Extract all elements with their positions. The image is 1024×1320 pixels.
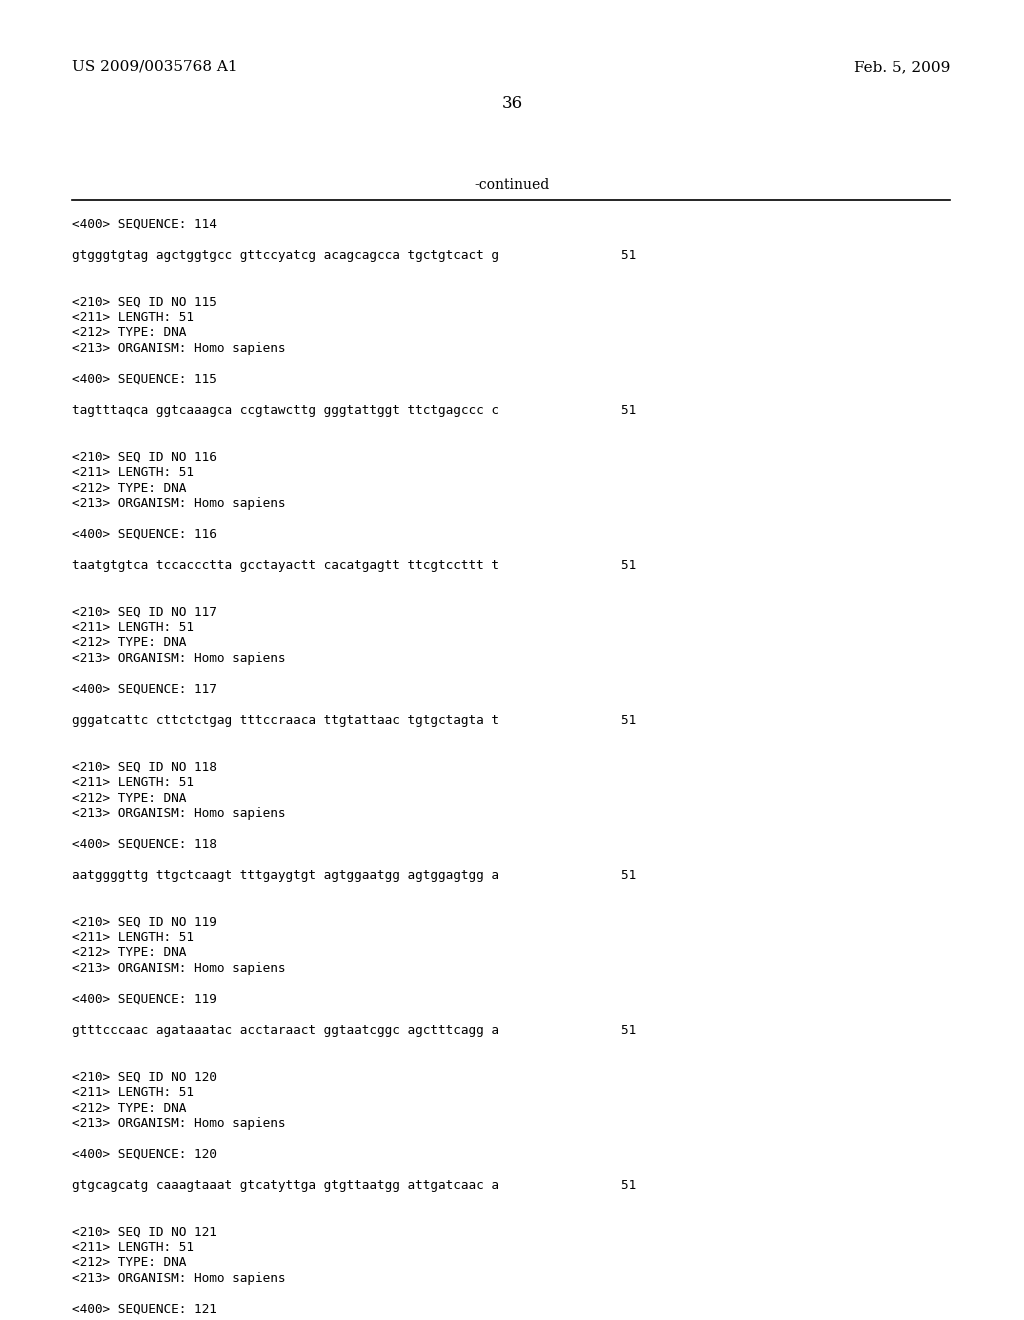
- Text: aatggggttg ttgctcaagt tttgaygtgt agtggaatgg agtggagtgg a                51: aatggggttg ttgctcaagt tttgaygtgt agtggaa…: [72, 869, 636, 882]
- Text: <211> LENGTH: 51: <211> LENGTH: 51: [72, 1241, 194, 1254]
- Text: <210> SEQ ID NO 118: <210> SEQ ID NO 118: [72, 760, 217, 774]
- Text: <400> SEQUENCE: 116: <400> SEQUENCE: 116: [72, 528, 217, 541]
- Text: <211> LENGTH: 51: <211> LENGTH: 51: [72, 776, 194, 789]
- Text: <213> ORGANISM: Homo sapiens: <213> ORGANISM: Homo sapiens: [72, 807, 286, 820]
- Text: -continued: -continued: [474, 178, 550, 191]
- Text: <213> ORGANISM: Homo sapiens: <213> ORGANISM: Homo sapiens: [72, 498, 286, 510]
- Text: <400> SEQUENCE: 121: <400> SEQUENCE: 121: [72, 1303, 217, 1316]
- Text: <210> SEQ ID NO 120: <210> SEQ ID NO 120: [72, 1071, 217, 1084]
- Text: US 2009/0035768 A1: US 2009/0035768 A1: [72, 59, 238, 74]
- Text: gtgggtgtag agctggtgcc gttccyatcg acagcagcca tgctgtcact g                51: gtgggtgtag agctggtgcc gttccyatcg acagcag…: [72, 249, 636, 261]
- Text: <211> LENGTH: 51: <211> LENGTH: 51: [72, 312, 194, 323]
- Text: <210> SEQ ID NO 115: <210> SEQ ID NO 115: [72, 296, 217, 309]
- Text: <210> SEQ ID NO 119: <210> SEQ ID NO 119: [72, 916, 217, 928]
- Text: <400> SEQUENCE: 114: <400> SEQUENCE: 114: [72, 218, 217, 231]
- Text: <211> LENGTH: 51: <211> LENGTH: 51: [72, 620, 194, 634]
- Text: <400> SEQUENCE: 119: <400> SEQUENCE: 119: [72, 993, 217, 1006]
- Text: <213> ORGANISM: Homo sapiens: <213> ORGANISM: Homo sapiens: [72, 342, 286, 355]
- Text: <212> TYPE: DNA: <212> TYPE: DNA: [72, 326, 186, 339]
- Text: <213> ORGANISM: Homo sapiens: <213> ORGANISM: Homo sapiens: [72, 1117, 286, 1130]
- Text: <400> SEQUENCE: 118: <400> SEQUENCE: 118: [72, 838, 217, 851]
- Text: <212> TYPE: DNA: <212> TYPE: DNA: [72, 1101, 186, 1114]
- Text: 36: 36: [502, 95, 522, 112]
- Text: <212> TYPE: DNA: <212> TYPE: DNA: [72, 482, 186, 495]
- Text: <211> LENGTH: 51: <211> LENGTH: 51: [72, 931, 194, 944]
- Text: <212> TYPE: DNA: <212> TYPE: DNA: [72, 1257, 186, 1270]
- Text: <211> LENGTH: 51: <211> LENGTH: 51: [72, 466, 194, 479]
- Text: gtttcccaac agataaatac acctaraact ggtaatcggc agctttcagg a                51: gtttcccaac agataaatac acctaraact ggtaatc…: [72, 1024, 636, 1038]
- Text: <211> LENGTH: 51: <211> LENGTH: 51: [72, 1086, 194, 1100]
- Text: <212> TYPE: DNA: <212> TYPE: DNA: [72, 636, 186, 649]
- Text: <400> SEQUENCE: 115: <400> SEQUENCE: 115: [72, 374, 217, 385]
- Text: <400> SEQUENCE: 120: <400> SEQUENCE: 120: [72, 1148, 217, 1162]
- Text: <212> TYPE: DNA: <212> TYPE: DNA: [72, 792, 186, 804]
- Text: taatgtgtca tccaccctta gcctayactt cacatgagtt ttcgtccttt t                51: taatgtgtca tccaccctta gcctayactt cacatga…: [72, 558, 636, 572]
- Text: tagtttaqca ggtcaaagca ccgtawcttg gggtattggt ttctgagccc c                51: tagtttaqca ggtcaaagca ccgtawcttg gggtatt…: [72, 404, 636, 417]
- Text: Feb. 5, 2009: Feb. 5, 2009: [854, 59, 950, 74]
- Text: <213> ORGANISM: Homo sapiens: <213> ORGANISM: Homo sapiens: [72, 1272, 286, 1284]
- Text: <210> SEQ ID NO 117: <210> SEQ ID NO 117: [72, 606, 217, 619]
- Text: <210> SEQ ID NO 121: <210> SEQ ID NO 121: [72, 1225, 217, 1238]
- Text: gggatcattc cttctctgag tttccraaca ttgtattaac tgtgctagta t                51: gggatcattc cttctctgag tttccraaca ttgtatt…: [72, 714, 636, 727]
- Text: gtgcagcatg caaagtaaat gtcatyttga gtgttaatgg attgatcaac a                51: gtgcagcatg caaagtaaat gtcatyttga gtgttaa…: [72, 1179, 636, 1192]
- Text: <212> TYPE: DNA: <212> TYPE: DNA: [72, 946, 186, 960]
- Text: <400> SEQUENCE: 117: <400> SEQUENCE: 117: [72, 682, 217, 696]
- Text: <213> ORGANISM: Homo sapiens: <213> ORGANISM: Homo sapiens: [72, 652, 286, 665]
- Text: <213> ORGANISM: Homo sapiens: <213> ORGANISM: Homo sapiens: [72, 962, 286, 975]
- Text: <210> SEQ ID NO 116: <210> SEQ ID NO 116: [72, 450, 217, 463]
